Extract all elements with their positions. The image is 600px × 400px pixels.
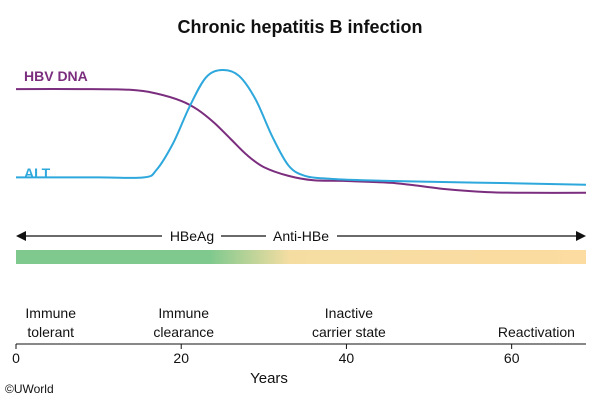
antigen-arrow: HBeAg Anti-HBe: [16, 228, 586, 244]
credit-text: ©UWorld: [5, 382, 54, 396]
right-arrowhead-icon: [576, 231, 586, 241]
x-axis-label: Years: [250, 370, 288, 387]
chart-title: Chronic hepatitis B infection: [177, 17, 422, 37]
hbv-dna-line: [15, 88, 587, 194]
hbeag-label: HBeAg: [170, 228, 214, 244]
phase-labels: Immune tolerant Immune clearance Inactive car…: [25, 305, 575, 340]
alt-series-label: ALT: [24, 165, 51, 181]
phase-label: Inactive carrier state: [312, 305, 386, 340]
x-tick-label: 40: [339, 350, 355, 366]
hbv-dna-series-label: HBV DNA: [24, 68, 88, 84]
x-tick-label: 0: [12, 350, 20, 366]
x-tick-label: 20: [173, 350, 189, 366]
anti-hbe-label: Anti-HBe: [273, 228, 329, 244]
phase-label: Immune tolerant: [25, 305, 76, 340]
x-tick-label: 60: [504, 350, 520, 366]
x-axis-ticks: 0 20 40 60: [12, 344, 520, 366]
left-arrowhead-icon: [16, 231, 26, 241]
series-layer: [15, 68, 587, 194]
serology-gradient-bar: [16, 250, 586, 264]
phase-label: Immune clearance: [153, 305, 214, 340]
phase-label: Reactivation: [498, 324, 575, 340]
alt-line: [15, 68, 587, 186]
